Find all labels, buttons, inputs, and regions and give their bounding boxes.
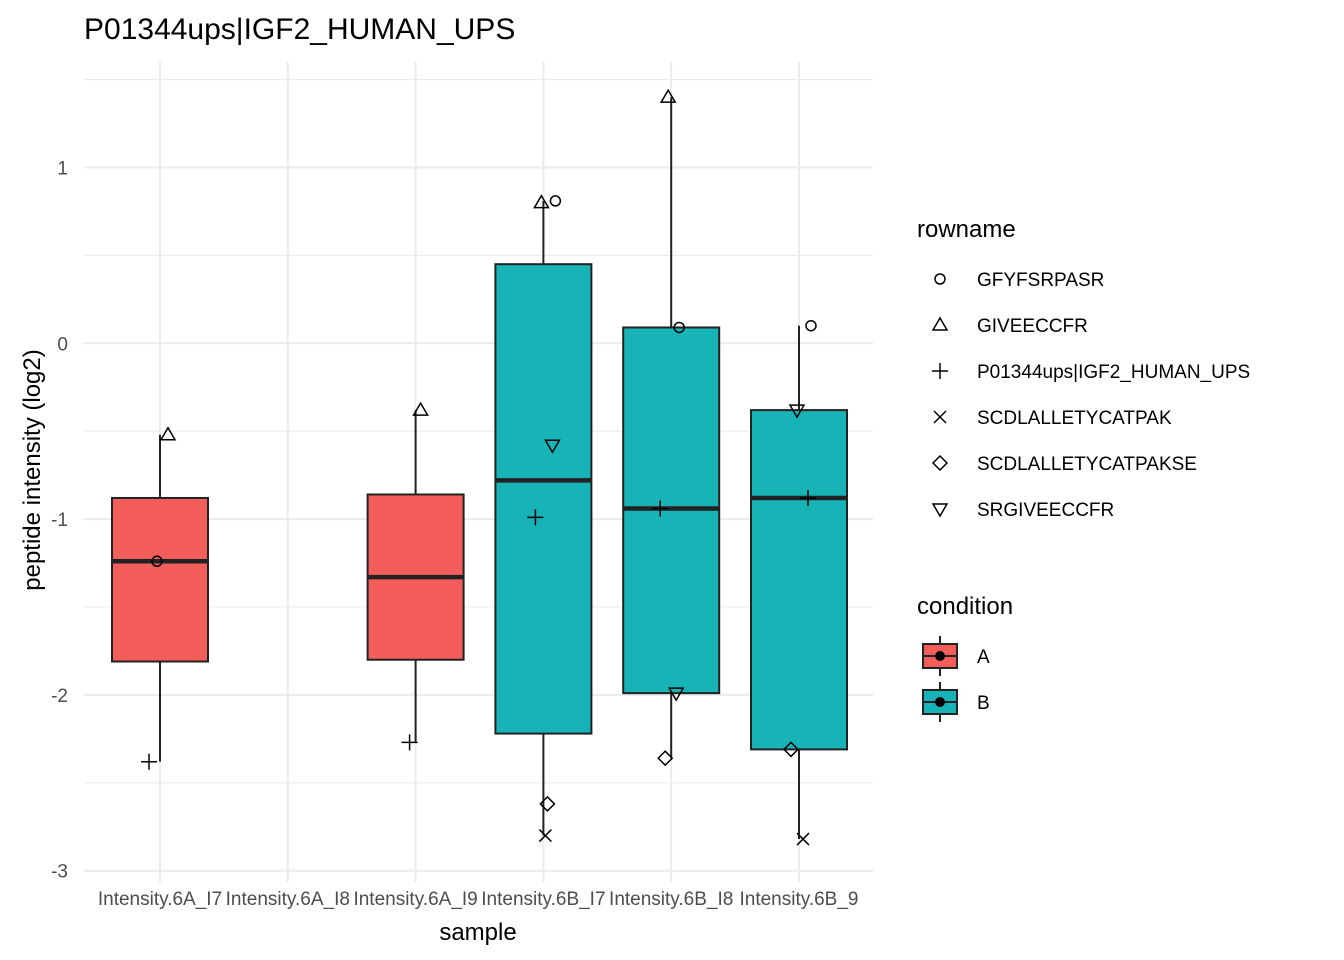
box-Intensity.6A_I7 bbox=[111, 434, 209, 762]
legend-label: SCDLALLETYCATPAK bbox=[977, 408, 1172, 429]
x-tick-label: Intensity.6A_I7 bbox=[98, 889, 222, 910]
data-point bbox=[659, 88, 677, 103]
legend-label: P01344ups|IGF2_HUMAN_UPS bbox=[977, 362, 1250, 383]
box-Intensity.6B_I7 bbox=[494, 200, 593, 836]
y-tick-label: -2 bbox=[51, 686, 68, 707]
circle-icon bbox=[934, 273, 946, 285]
legend-label: GFYFSRPASR bbox=[977, 270, 1104, 291]
data-point bbox=[538, 829, 552, 843]
y-tick-labels: 1 0 -1 -2 -3 bbox=[51, 159, 68, 883]
legend-label: GIVEECCFR bbox=[977, 316, 1088, 337]
box-Intensity.6A_I9 bbox=[366, 410, 465, 743]
data-point bbox=[141, 753, 157, 770]
legend-item-GFYFSRPASR: GFYFSRPASR bbox=[934, 270, 1104, 291]
plus-icon bbox=[932, 363, 948, 379]
boxes bbox=[111, 97, 848, 840]
data-point bbox=[533, 194, 550, 209]
y-tick-label: -1 bbox=[51, 510, 68, 531]
chart-title: P01344ups|IGF2_HUMAN_UPS bbox=[84, 13, 515, 46]
legend-condition: AB bbox=[922, 636, 990, 722]
data-point bbox=[549, 195, 562, 207]
x-tick-labels: Intensity.6A_I7 Intensity.6A_I8 Intensity.… bbox=[98, 889, 859, 910]
data-point bbox=[805, 319, 817, 332]
data-point bbox=[652, 500, 669, 517]
data-point bbox=[527, 509, 544, 526]
y-tick-label: 1 bbox=[57, 159, 68, 180]
legend-key-dot bbox=[935, 651, 945, 661]
cross-icon bbox=[933, 410, 947, 424]
box-Intensity.6B_9 bbox=[750, 325, 848, 840]
x-axis-title: sample bbox=[439, 919, 516, 946]
data-point bbox=[673, 321, 685, 334]
legend-item-SRGIVEECCFR: SRGIVEECCFR bbox=[931, 500, 1114, 521]
legend-item-SCDLALLETYCATPAKSE: SCDLALLETYCATPAKSE bbox=[931, 454, 1197, 475]
data-point bbox=[788, 404, 806, 419]
box-body bbox=[750, 409, 848, 751]
data-point bbox=[159, 426, 177, 441]
y-tick-label: 0 bbox=[57, 334, 68, 355]
data-point bbox=[544, 439, 561, 454]
legend-item-B: B bbox=[922, 682, 990, 722]
points bbox=[141, 88, 817, 846]
data-point bbox=[800, 490, 816, 507]
legend-rowname-title: rowname bbox=[917, 216, 1016, 243]
box-Intensity.6B_I8 bbox=[622, 97, 721, 759]
legend-label: B bbox=[977, 693, 990, 714]
x-tick-label: Intensity.6A_I9 bbox=[353, 889, 477, 910]
data-point bbox=[657, 750, 674, 767]
legend-item-SCDLALLETYCATPAK: SCDLALLETYCATPAK bbox=[933, 408, 1172, 429]
data-point bbox=[782, 741, 800, 758]
data-point bbox=[412, 401, 429, 416]
data-point bbox=[401, 734, 418, 751]
legend-label: SRGIVEECCFR bbox=[977, 500, 1114, 521]
y-axis-title: peptide intensity (log2) bbox=[19, 349, 46, 590]
legend-label: SCDLALLETYCATPAKSE bbox=[977, 454, 1197, 475]
data-point bbox=[151, 555, 163, 568]
data-point bbox=[796, 832, 810, 846]
diamond-icon bbox=[931, 454, 949, 472]
legend-label: A bbox=[977, 647, 990, 668]
y-tick-label: -3 bbox=[51, 862, 68, 883]
box-body bbox=[494, 263, 593, 735]
data-point bbox=[667, 687, 685, 702]
legend-item-A: A bbox=[922, 636, 990, 676]
x-tick-label: Intensity.6A_I8 bbox=[226, 889, 350, 910]
legend-item-GIVEECCFR: GIVEECCFR bbox=[931, 316, 1088, 337]
box-body bbox=[111, 497, 209, 663]
x-tick-label: Intensity.6B_9 bbox=[739, 889, 858, 910]
legend-condition-title: condition bbox=[917, 593, 1013, 620]
legend-rowname: GFYFSRPASR GIVEECCFR P01344ups|IGF2_HUMAN_… bbox=[931, 270, 1250, 521]
legend-item-P01344ups|IGF2_HUMAN_UPS: P01344ups|IGF2_HUMAN_UPS bbox=[932, 362, 1250, 383]
triangle-up-icon bbox=[931, 316, 949, 331]
x-tick-label: Intensity.6B_I7 bbox=[481, 889, 605, 910]
triangle-down-icon bbox=[931, 503, 949, 518]
x-tick-label: Intensity.6B_I8 bbox=[609, 889, 733, 910]
data-point bbox=[539, 795, 556, 812]
legend-key-dot bbox=[935, 697, 945, 707]
